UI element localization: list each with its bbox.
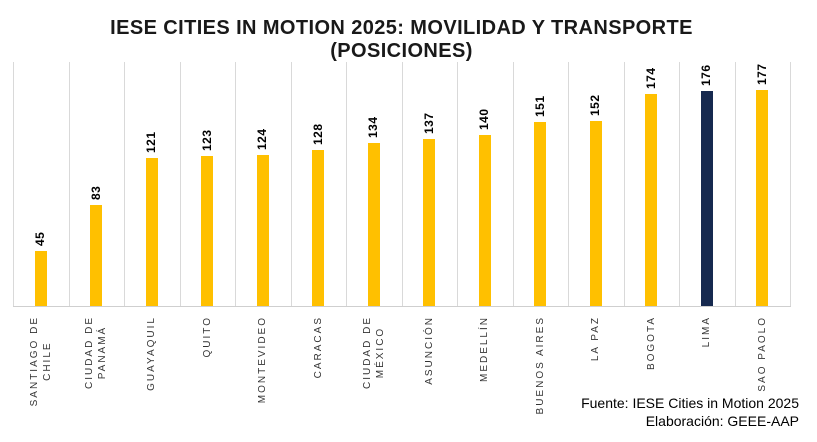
bar-lima bbox=[700, 91, 713, 306]
chart-subtitle: (POSICIONES) bbox=[330, 40, 473, 62]
gridline bbox=[68, 62, 70, 306]
bar-value-label: 137 bbox=[421, 112, 436, 134]
bar-buenos-aires bbox=[534, 121, 547, 306]
bar-value-label: 123 bbox=[199, 129, 214, 151]
x-axis-line bbox=[13, 306, 791, 307]
chart-title: IESE CITIES IN MOTION 2025: MOVILIDAD Y … bbox=[110, 17, 693, 39]
bar-la-paz bbox=[589, 120, 602, 306]
gridline bbox=[457, 62, 458, 306]
bar-caracas bbox=[312, 149, 325, 306]
bar-value-label: 121 bbox=[144, 131, 159, 154]
bar-value-label: 177 bbox=[754, 63, 769, 86]
bar-santiago-de-chile bbox=[34, 251, 47, 306]
gridline bbox=[734, 62, 736, 306]
bar-value-label: 151 bbox=[532, 95, 547, 117]
category-label-lima: LIMA bbox=[701, 316, 713, 348]
bar-guayaquil bbox=[145, 158, 158, 306]
category-label-buenos-aires: BUENOS AIRES bbox=[534, 316, 546, 415]
gridline bbox=[790, 62, 791, 306]
bar-ciudad-de-panam bbox=[90, 204, 103, 306]
bar-sao-paolo bbox=[756, 90, 769, 306]
category-label-sao-paolo: SAO PAOLO bbox=[756, 316, 768, 392]
bar-value-label: 128 bbox=[310, 123, 325, 145]
category-label-caracas: CARACAS bbox=[312, 316, 324, 379]
category-label-la-paz: LA PAZ bbox=[590, 316, 602, 362]
gridline bbox=[13, 62, 14, 306]
footer-notes: Fuente: IESE Cities in Motion 2025 Elabo… bbox=[581, 394, 799, 430]
bar-value-label: 152 bbox=[588, 94, 603, 116]
bar-value-label: 124 bbox=[255, 128, 270, 150]
bar-value-label: 174 bbox=[643, 67, 658, 89]
category-label-montevideo: MONTEVIDEO bbox=[257, 316, 269, 404]
gridline bbox=[679, 62, 680, 306]
bar-value-label: 45 bbox=[33, 231, 48, 247]
bar-asunci-n bbox=[423, 138, 436, 306]
bar-value-label: 83 bbox=[88, 185, 103, 200]
gridline bbox=[346, 62, 347, 306]
gridline bbox=[568, 62, 569, 306]
category-label-santiago-de-chile: SANTIAGO DE CHILE bbox=[28, 316, 53, 407]
category-label-bogota: BOGOTA bbox=[645, 316, 657, 371]
gridline bbox=[623, 62, 625, 306]
gridline bbox=[235, 62, 236, 306]
bar-montevideo bbox=[256, 154, 269, 306]
category-label-medell-n: MEDELLÍN bbox=[479, 316, 491, 383]
bar-value-label: 140 bbox=[477, 108, 492, 131]
category-label-asunci-n: ASUNCIÓN bbox=[423, 316, 435, 385]
source-note: Fuente: IESE Cities in Motion 2025 bbox=[581, 395, 799, 411]
category-label-quito: QUITO bbox=[201, 316, 213, 358]
bar-value-label: 176 bbox=[699, 64, 714, 87]
bar-quito bbox=[201, 155, 214, 306]
category-label-ciudad-de-m-xico: CIUDAD DE MÉXICO bbox=[361, 316, 386, 390]
category-label-ciudad-de-panam: CIUDAD DE PANAMÁ bbox=[84, 316, 109, 390]
gridline bbox=[179, 62, 181, 306]
gridline bbox=[401, 62, 403, 306]
gridline bbox=[512, 62, 514, 306]
bar-value-label: 134 bbox=[366, 115, 381, 138]
gridline bbox=[124, 62, 125, 306]
elaboration-note: Elaboración: GEEE-AAP bbox=[645, 413, 799, 429]
category-label-guayaquil: GUAYAQUIL bbox=[146, 316, 158, 391]
gridline bbox=[290, 62, 292, 306]
bar-ciudad-de-m-xico bbox=[367, 142, 380, 306]
bar-medell-n bbox=[478, 135, 491, 306]
bar-bogota bbox=[645, 93, 658, 306]
